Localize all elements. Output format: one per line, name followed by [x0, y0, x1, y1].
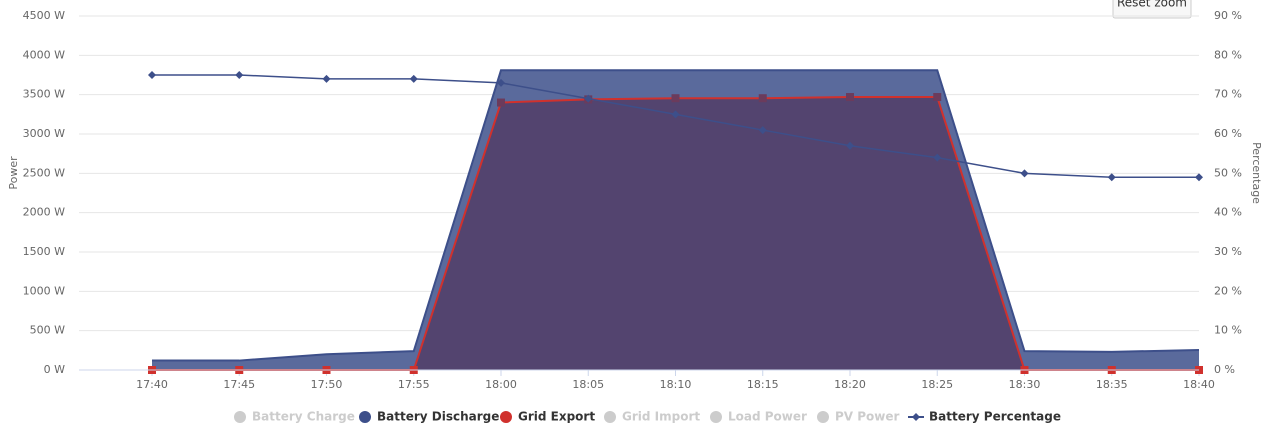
area-line — [152, 69, 1200, 362]
legend-symbol — [710, 411, 722, 423]
x-tick-label: 18:30 — [1009, 378, 1041, 391]
x-tick-label: 18:35 — [1096, 378, 1128, 391]
legend-label[interactable]: Load Power — [728, 410, 807, 424]
marker — [1020, 169, 1029, 178]
x-tick-label: 18:05 — [572, 378, 604, 391]
y-tick-label: 3500 W — [23, 88, 65, 101]
legend-symbol — [817, 411, 829, 423]
legend-symbol — [234, 411, 246, 423]
marker — [933, 93, 942, 102]
y-tick-label: 2500 W — [23, 166, 65, 179]
legend-symbol — [500, 411, 512, 423]
x-tick-label: 17:40 — [136, 378, 168, 391]
marker — [758, 126, 767, 135]
marker — [322, 74, 331, 83]
y2-tick-label: 70 % — [1214, 88, 1242, 101]
marker — [235, 71, 244, 79]
y2-tick-label: 10 % — [1214, 324, 1242, 337]
x-tick-label: 18:20 — [834, 378, 866, 391]
marker — [497, 98, 505, 107]
marker — [671, 110, 680, 119]
legend-symbol — [359, 411, 371, 423]
y2-tick-label: 50 % — [1214, 166, 1242, 179]
legend-label[interactable]: Battery Charge — [252, 410, 355, 424]
y-tick-label: 0 W — [44, 363, 65, 376]
marker — [1107, 173, 1116, 182]
marker — [846, 93, 854, 102]
y-tick-label: 1500 W — [23, 245, 65, 258]
y2-tick-label: 20 % — [1214, 284, 1242, 297]
x-tick-label: 18:00 — [485, 378, 517, 391]
y2-tick-label: 60 % — [1214, 127, 1242, 140]
y-tick-label: 3000 W — [23, 127, 65, 140]
area — [152, 97, 1199, 370]
x-tick-label: 17:45 — [223, 378, 255, 391]
y2-tick-label: 30 % — [1214, 245, 1242, 258]
legend-symbol — [912, 413, 920, 421]
y-tick-label: 2000 W — [23, 206, 65, 219]
marker — [497, 78, 505, 87]
legend-label[interactable]: PV Power — [835, 410, 900, 424]
legend-label[interactable]: Grid Import — [622, 410, 700, 424]
y-tick-label: 4000 W — [23, 48, 65, 61]
marker — [671, 94, 680, 103]
y2-axis-title: Percentage — [1250, 142, 1263, 204]
button-label: Reset zoom — [1117, 0, 1187, 10]
x-tick-label: 18:40 — [1183, 378, 1215, 391]
x-tick-label: 18:25 — [921, 378, 953, 391]
x-tick-label: 18:15 — [747, 378, 779, 391]
legend-label[interactable]: Battery Discharge — [377, 410, 499, 424]
y2-tick-label: 90 % — [1214, 9, 1242, 22]
legend-symbol — [604, 411, 616, 423]
x-tick-label: 17:50 — [311, 378, 343, 391]
marker — [846, 141, 854, 150]
y2-tick-label: 40 % — [1214, 206, 1242, 219]
x-tick-label: 18:10 — [660, 378, 692, 391]
button-box — [1112, 0, 1192, 19]
y2-tick-label: 80 % — [1214, 48, 1242, 61]
marker — [758, 94, 767, 103]
y-tick-label: 1000 W — [23, 284, 65, 297]
y-axis-title: Power — [7, 156, 20, 190]
y2-tick-label: 0 % — [1214, 363, 1235, 376]
legend-label[interactable]: Battery Percentage — [929, 410, 1061, 424]
legend-label[interactable]: Grid Export — [518, 410, 595, 424]
marker — [1195, 173, 1203, 182]
y-tick-label: 4500 W — [23, 9, 65, 22]
marker — [584, 94, 593, 103]
reset-zoom-button[interactable]: Reset zoom — [1112, 0, 1192, 19]
marker — [933, 153, 942, 162]
marker — [409, 74, 418, 83]
marker — [148, 71, 156, 79]
y-tick-label: 500 W — [30, 324, 65, 337]
x-tick-label: 17:55 — [398, 378, 430, 391]
